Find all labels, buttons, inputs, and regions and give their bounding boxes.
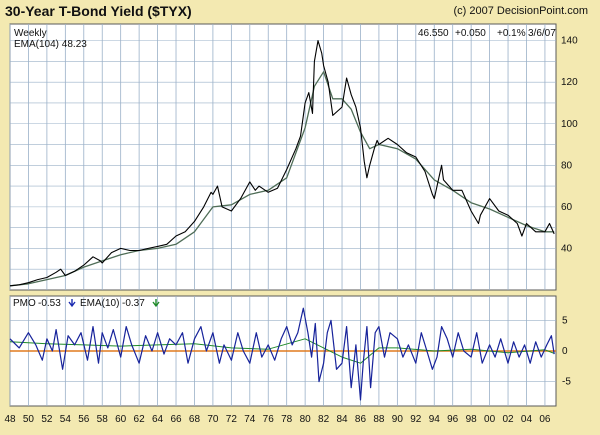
pmo-label: PMO	[13, 298, 36, 309]
x-tick-label: 58	[97, 414, 109, 425]
x-tick-label: 62	[134, 414, 146, 425]
x-tick-label: 48	[4, 414, 16, 425]
pmo-value: -0.53	[38, 298, 61, 309]
pmo-gridlines	[9, 296, 556, 406]
pmo-ema10-line	[9, 338, 555, 364]
x-tick-label: 90	[392, 414, 404, 425]
x-tick-label: 76	[263, 414, 275, 425]
down-arrow-icon	[68, 299, 76, 308]
yield-line	[9, 40, 555, 287]
quote-percent: +0.1%	[497, 28, 526, 39]
price-y-tick-label: 140	[561, 36, 578, 47]
pmo-series-group	[9, 307, 555, 401]
ema104-line	[9, 71, 555, 287]
x-tick-label: 84	[336, 414, 348, 425]
period-label: Weekly	[14, 28, 47, 39]
pmo-y-tick-label: -5	[562, 377, 571, 388]
x-tick-label: 04	[521, 414, 533, 425]
price-panel-background	[9, 23, 557, 291]
x-tick-label: 80	[300, 414, 312, 425]
pmo-y-tick-label: 5	[562, 315, 568, 326]
pmo-y-axis: -5 0 5	[562, 315, 571, 387]
x-tick-label: 70	[207, 414, 219, 425]
x-tick-label: 56	[78, 414, 90, 425]
price-y-axis: 40 60 80 100 120 140	[561, 36, 578, 255]
pmo-ema-label: EMA(10)	[80, 298, 119, 309]
x-tick-label: 88	[373, 414, 385, 425]
x-tick-label: 54	[60, 414, 72, 425]
x-tick-label: 64	[152, 414, 164, 425]
chart-title: 30-Year T-Bond Yield ($TYX)	[5, 3, 192, 19]
x-tick-label: 94	[429, 414, 441, 425]
pmo-panel: -5 0 5 PMO -0.53 EMA(10) -0.37	[9, 295, 571, 407]
price-y-tick-label: 100	[561, 119, 578, 130]
down-arrow-icon	[152, 299, 160, 308]
price-y-tick-label: 80	[561, 160, 573, 171]
x-tick-label: 98	[466, 414, 478, 425]
x-tick-label: 02	[502, 414, 514, 425]
pmo-line	[9, 307, 555, 401]
x-axis: 48 50 52 54 56 58 60 62 64 66 68 70 72 74 76 78 80 82 84 86…	[4, 414, 550, 425]
x-tick-label: 00	[484, 414, 496, 425]
quote-last: 46.550	[418, 28, 449, 39]
price-panel: 40 60 80 100 120 140 Weekly EMA(104) 48.23 46…	[9, 23, 578, 291]
x-tick-label: 66	[170, 414, 182, 425]
x-tick-label: 06	[539, 414, 551, 425]
x-tick-label: 96	[447, 414, 459, 425]
x-tick-label: 92	[410, 414, 422, 425]
price-gridlines	[9, 24, 556, 290]
price-y-tick-label: 120	[561, 77, 578, 88]
price-y-tick-label: 60	[561, 202, 573, 213]
quote-date: 3/6/07	[528, 28, 556, 39]
x-tick-label: 52	[41, 414, 53, 425]
ema104-label: EMA(104) 48.23	[14, 39, 87, 50]
pmo-ema-value: -0.37	[122, 298, 145, 309]
x-tick-label: 50	[23, 414, 35, 425]
x-tick-label: 74	[244, 414, 256, 425]
x-tick-label: 78	[281, 414, 293, 425]
copyright-notice: (c) 2007 DecisionPoint.com	[453, 5, 588, 17]
x-tick-label: 72	[226, 414, 238, 425]
x-tick-label: 60	[115, 414, 127, 425]
x-tick-label: 68	[189, 414, 201, 425]
pmo-y-tick-label: 0	[562, 346, 568, 357]
quote-change: +0.050	[455, 28, 486, 39]
price-series-group	[9, 40, 555, 287]
price-y-tick-label: 40	[561, 243, 573, 254]
x-tick-label: 86	[355, 414, 367, 425]
x-tick-label: 82	[318, 414, 330, 425]
